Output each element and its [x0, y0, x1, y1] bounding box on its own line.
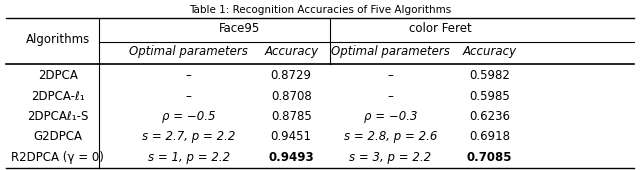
Text: Accuracy: Accuracy: [463, 45, 516, 58]
Text: 0.9493: 0.9493: [268, 151, 314, 164]
Text: s = 1, p = 2.2: s = 1, p = 2.2: [148, 151, 230, 164]
Text: –: –: [186, 69, 192, 82]
Text: –: –: [387, 69, 394, 82]
Text: 0.6236: 0.6236: [469, 110, 510, 123]
Text: 0.9451: 0.9451: [271, 130, 312, 143]
Text: Optimal parameters: Optimal parameters: [129, 45, 248, 58]
Text: –: –: [186, 90, 192, 103]
Text: s = 3, p = 2.2: s = 3, p = 2.2: [349, 151, 431, 164]
Text: color Feret: color Feret: [408, 22, 472, 35]
Text: s = 2.7, p = 2.2: s = 2.7, p = 2.2: [142, 130, 236, 143]
Text: 2DPCA-ℓ₁: 2DPCA-ℓ₁: [31, 90, 84, 103]
Text: 2DPCA: 2DPCA: [38, 69, 77, 82]
Text: G2DPCA: G2DPCA: [33, 130, 82, 143]
Text: 0.6918: 0.6918: [469, 130, 510, 143]
Text: R2DPCA (γ = 0): R2DPCA (γ = 0): [11, 151, 104, 164]
Text: ρ = −0.3: ρ = −0.3: [364, 110, 417, 123]
Text: –: –: [387, 90, 394, 103]
Text: Accuracy: Accuracy: [264, 45, 318, 58]
Text: 0.5985: 0.5985: [469, 90, 510, 103]
Text: Algorithms: Algorithms: [26, 33, 90, 46]
Text: Table 1: Recognition Accuracies of Five Algorithms: Table 1: Recognition Accuracies of Five …: [189, 5, 451, 15]
Text: 0.7085: 0.7085: [467, 151, 513, 164]
Text: 0.8729: 0.8729: [271, 69, 312, 82]
Text: Optimal parameters: Optimal parameters: [331, 45, 450, 58]
Text: Face95: Face95: [220, 22, 260, 35]
Text: ρ = −0.5: ρ = −0.5: [162, 110, 216, 123]
Text: 0.8785: 0.8785: [271, 110, 312, 123]
Text: 2DPCAℓ₁-S: 2DPCAℓ₁-S: [27, 110, 88, 123]
Text: s = 2.8, p = 2.6: s = 2.8, p = 2.6: [344, 130, 437, 143]
Text: 0.5982: 0.5982: [469, 69, 510, 82]
Text: 0.8708: 0.8708: [271, 90, 312, 103]
